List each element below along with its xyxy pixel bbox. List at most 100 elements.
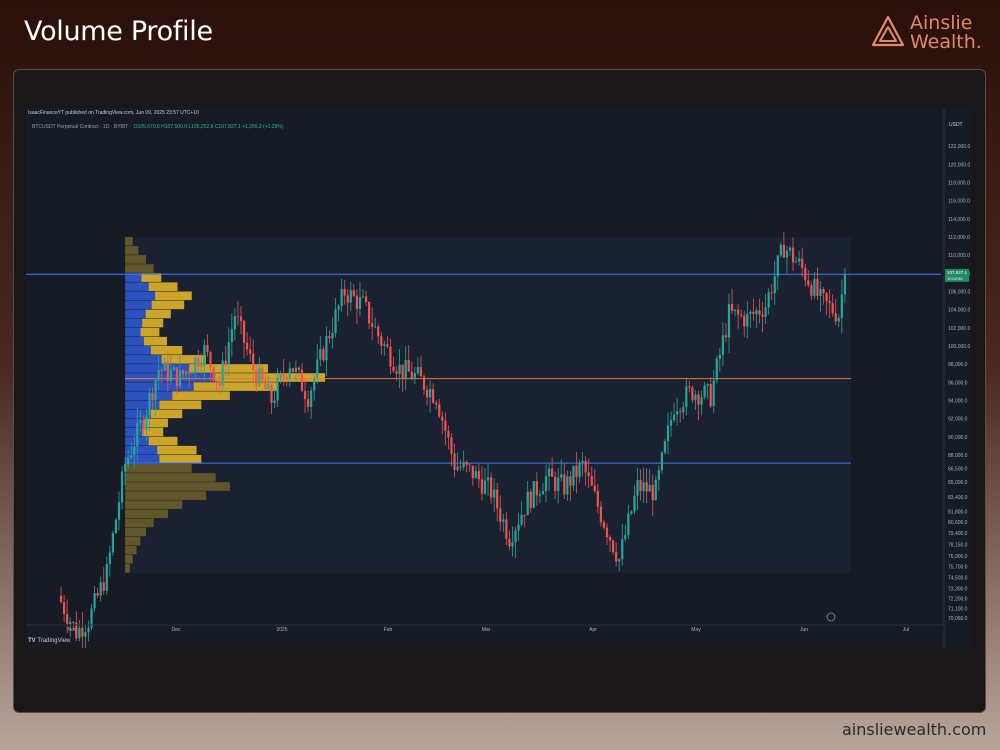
- candle-body: [810, 285, 813, 296]
- candle-body: [755, 310, 758, 315]
- candle-body: [319, 349, 322, 360]
- candle-body: [224, 360, 227, 366]
- profile-outside-bar: [125, 264, 154, 273]
- candle-body: [612, 540, 615, 552]
- candle-body: [749, 311, 752, 314]
- candle-body: [718, 354, 721, 359]
- y-tick-label: 96,000.0: [948, 380, 968, 386]
- candle-body: [435, 402, 438, 405]
- candle-body: [740, 314, 743, 316]
- profile-range-box: [125, 236, 851, 574]
- candle-body: [178, 369, 182, 387]
- y-tick-label: 76,900.0: [948, 554, 968, 560]
- candle-body: [364, 296, 368, 302]
- profile-outside-bar: [125, 491, 207, 500]
- candle-body: [419, 367, 423, 377]
- candle-body: [197, 357, 200, 367]
- y-tick-label: 94,000.0: [948, 398, 968, 404]
- candle-body: [779, 244, 782, 256]
- candle-body: [596, 491, 599, 507]
- candle-body: [581, 461, 584, 464]
- profile-value-area-bar: [125, 445, 158, 455]
- candle-body: [218, 382, 221, 386]
- candle-body: [422, 376, 426, 390]
- candle-body: [480, 479, 484, 494]
- y-tick-label: 100,000.0: [948, 344, 970, 350]
- candle-body: [544, 476, 548, 492]
- candle-body: [441, 416, 444, 421]
- candle-body: [175, 367, 179, 387]
- candle-body: [837, 317, 840, 322]
- candle-body: [105, 563, 108, 591]
- candle-body: [660, 452, 663, 471]
- candle-body: [258, 367, 261, 385]
- y-tick-label: 98,000.0: [948, 362, 968, 368]
- candle-body: [727, 304, 731, 338]
- profile-volume-bar: [215, 373, 326, 382]
- candle-body: [770, 292, 773, 294]
- candle-body: [84, 632, 87, 637]
- y-tick-label: 81,800.0: [948, 509, 968, 515]
- scroll-realtime-icon: [826, 612, 836, 622]
- chart-area[interactable]: 122,000.0 120,000.0 118,000.0 116,000.0 114,…: [26, 108, 971, 648]
- profile-volume-bar: [159, 400, 202, 410]
- candle-body: [166, 361, 169, 381]
- candle-body: [276, 378, 279, 401]
- chart-svg[interactable]: 122,000.0 120,000.0 118,000.0 116,000.0 114,…: [26, 108, 971, 648]
- candle-body: [181, 369, 185, 375]
- profile-value-area-bar: [125, 400, 160, 410]
- candle-body: [523, 514, 526, 516]
- profile-outside-bar: [125, 236, 133, 246]
- candle-body: [358, 296, 362, 310]
- profile-outside-bar: [125, 482, 230, 491]
- candle-body: [673, 414, 676, 421]
- candle-body: [782, 244, 785, 258]
- candle-body: [252, 353, 255, 371]
- candle-body: [291, 368, 294, 372]
- candle-body: [172, 367, 175, 371]
- candle-body: [602, 522, 606, 528]
- candle-body: [831, 303, 834, 314]
- y-tick-label: 90,000.0: [948, 435, 968, 441]
- candle-body: [700, 397, 703, 405]
- candle-body: [310, 390, 313, 408]
- profile-volume-bar: [143, 336, 168, 346]
- candle-body: [380, 336, 383, 346]
- candle-body: [142, 420, 145, 430]
- candle-body: [795, 261, 798, 263]
- profile-value-area-bar: [125, 282, 149, 291]
- candle-body: [361, 296, 365, 298]
- candle-body: [694, 394, 697, 401]
- y-tick-label: 80,600.0: [948, 520, 968, 526]
- candle-body: [654, 479, 657, 501]
- candle-body: [267, 384, 270, 390]
- candle-body: [96, 593, 99, 596]
- candle-body: [514, 530, 517, 543]
- candle-body: [706, 384, 709, 386]
- candle-body: [642, 482, 645, 491]
- candle-body: [605, 527, 609, 538]
- candle-body: [398, 364, 401, 374]
- candle-body: [651, 484, 654, 501]
- candle-body: [776, 255, 779, 277]
- candle-body: [813, 279, 816, 296]
- candle-body: [734, 309, 737, 311]
- profile-volume-bar: [148, 436, 178, 446]
- profile-volume-bar: [148, 282, 178, 291]
- candle-body: [246, 342, 249, 350]
- candle-body: [575, 465, 578, 478]
- candle-body: [709, 384, 712, 407]
- y-tick-label: 73,300.0: [948, 586, 968, 592]
- candle-body: [242, 320, 246, 343]
- y-tick-label: 116,000.0: [948, 199, 970, 205]
- candle-body: [282, 373, 285, 378]
- candle-body: [81, 627, 84, 637]
- candle-body: [563, 474, 566, 495]
- candle-body: [752, 311, 755, 315]
- candle-body: [535, 481, 538, 496]
- candle-body: [520, 514, 523, 525]
- candle-body: [456, 466, 459, 470]
- candle-body: [124, 464, 127, 472]
- candle-body: [264, 380, 267, 390]
- candle-body: [633, 495, 636, 512]
